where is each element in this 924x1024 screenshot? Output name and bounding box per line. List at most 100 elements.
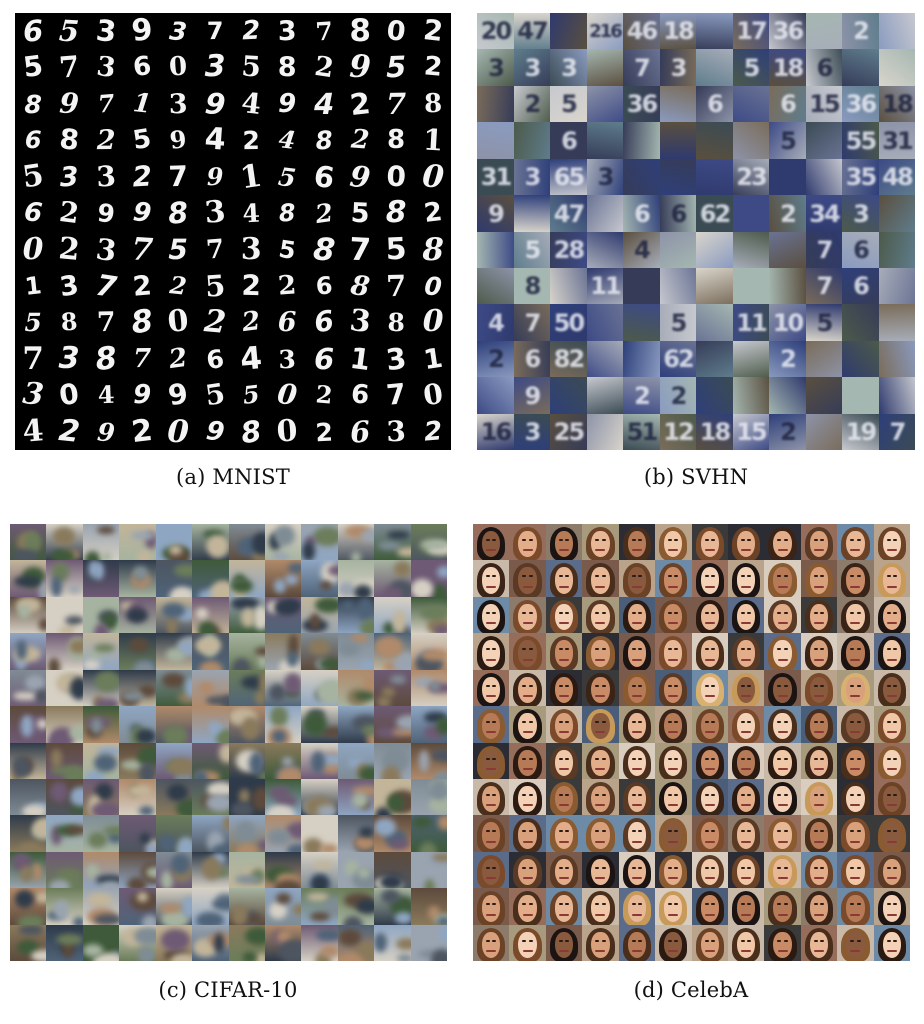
celeba-face-sample (837, 742, 875, 780)
cifar-sample (228, 851, 266, 889)
svhn-sample: 18 (878, 85, 915, 123)
cifar-sample (46, 815, 84, 853)
cifar-blob (251, 786, 266, 811)
cifar-blob (71, 625, 84, 634)
svhn-sample (696, 340, 733, 378)
cifar-sample (264, 669, 302, 707)
cifar-sample (10, 815, 47, 853)
svhn-sample (586, 231, 624, 269)
face (700, 603, 719, 631)
eye (850, 575, 855, 578)
mouth (741, 658, 752, 661)
celeba-face-sample (727, 851, 765, 889)
mnist-digit: 0 (420, 157, 445, 196)
cifar-blob (283, 600, 301, 611)
eye (850, 684, 855, 687)
mouth (704, 731, 715, 734)
celeba-face-sample (764, 778, 802, 816)
cifar-blob (86, 892, 113, 907)
cifar-blob (210, 843, 229, 853)
svhn-house-number: 82 (553, 345, 585, 374)
mnist-digit: 7 (348, 230, 372, 268)
cifar-blob (102, 825, 120, 836)
mnist-digit: 3 (93, 231, 119, 268)
mouth (813, 622, 824, 625)
celeba-face-sample (473, 633, 510, 671)
mnist-digit: 2 (422, 416, 443, 448)
cifar-sample (410, 560, 447, 598)
mouth (813, 840, 824, 843)
celeba-face-sample (727, 778, 765, 816)
eye (528, 830, 533, 833)
cifar-blob (12, 756, 32, 778)
celeba-face-sample (655, 742, 692, 780)
cifar-blob (254, 647, 266, 657)
cifar-sample (374, 706, 412, 743)
svhn-house-number: 51 (626, 418, 658, 447)
eye (892, 830, 897, 833)
cifar-blob (432, 770, 447, 780)
cifar-blob (352, 792, 368, 808)
mnist-digit: 3 (384, 340, 409, 377)
eye (850, 721, 855, 724)
mouth (777, 731, 788, 734)
eye (856, 539, 861, 541)
svhn-house-number: 3 (488, 53, 505, 82)
celeba-face-sample (655, 778, 692, 816)
svhn-sample (732, 377, 770, 415)
svhn-sample (842, 340, 879, 378)
cifar-blob (424, 711, 447, 724)
face (482, 895, 501, 922)
eye (704, 830, 709, 833)
celeba-caption: (d) CelebA (633, 978, 749, 1002)
mouth (777, 804, 788, 807)
svhn-sample (805, 413, 843, 450)
eye (813, 684, 818, 687)
eye (820, 539, 825, 541)
eye (638, 684, 643, 687)
cifar-sample (10, 524, 47, 561)
cifar-sample (46, 742, 84, 780)
mnist-digit: 1 (131, 88, 153, 120)
cifar-sample (192, 669, 229, 707)
cifar-blob (231, 802, 254, 816)
cifar-blob (242, 952, 256, 961)
eye (710, 830, 715, 833)
face (736, 822, 756, 849)
mouth (595, 840, 606, 843)
eye (813, 866, 818, 869)
cifar-blob (206, 534, 229, 559)
eye (528, 939, 533, 942)
cifar-blob (361, 529, 375, 542)
celeba-face-sample (618, 815, 656, 853)
eye (813, 830, 818, 833)
cifar-blob (202, 529, 224, 540)
celeba-face-sample (837, 851, 875, 889)
cifar-blob (251, 550, 266, 561)
eye (638, 757, 643, 760)
svhn-sample: 2 (769, 340, 806, 378)
mnist-digit: 7 (132, 343, 152, 375)
mouth (777, 549, 788, 552)
eye (783, 611, 788, 614)
cifar-sample (337, 742, 375, 780)
cifar-blob (353, 584, 372, 598)
svhn-sample (550, 267, 587, 305)
celeba-face-sample (727, 706, 765, 743)
face (846, 713, 865, 740)
face (882, 931, 901, 958)
mnist-digit: 1 (421, 122, 444, 158)
cifar-blob (254, 689, 266, 706)
svhn-sample: 9 (513, 377, 551, 415)
svhn-house-number: 216 (589, 20, 623, 42)
cifar-sample (374, 669, 412, 707)
cifar-sample (337, 851, 375, 889)
celeba-face-sample (764, 560, 802, 598)
eye (486, 721, 490, 724)
cifar-sample (155, 778, 193, 816)
cifar-sample (155, 706, 193, 743)
eye (886, 939, 891, 942)
cifar-sample (410, 742, 447, 780)
celeba-face-sample (764, 851, 802, 889)
eye (601, 793, 606, 796)
